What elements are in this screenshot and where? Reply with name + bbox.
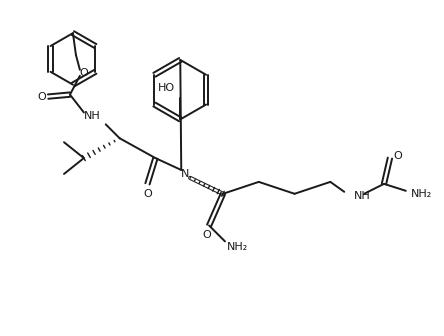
Text: NH: NH — [83, 112, 100, 121]
Text: NH₂: NH₂ — [227, 242, 249, 252]
Text: NH: NH — [354, 191, 371, 201]
Text: O: O — [393, 151, 402, 161]
Text: O: O — [143, 189, 152, 199]
Text: HO: HO — [158, 83, 175, 93]
Text: O: O — [38, 92, 47, 101]
Text: O: O — [203, 230, 211, 241]
Text: NH₂: NH₂ — [411, 189, 432, 199]
Text: O: O — [79, 68, 88, 78]
Text: N: N — [181, 169, 190, 179]
